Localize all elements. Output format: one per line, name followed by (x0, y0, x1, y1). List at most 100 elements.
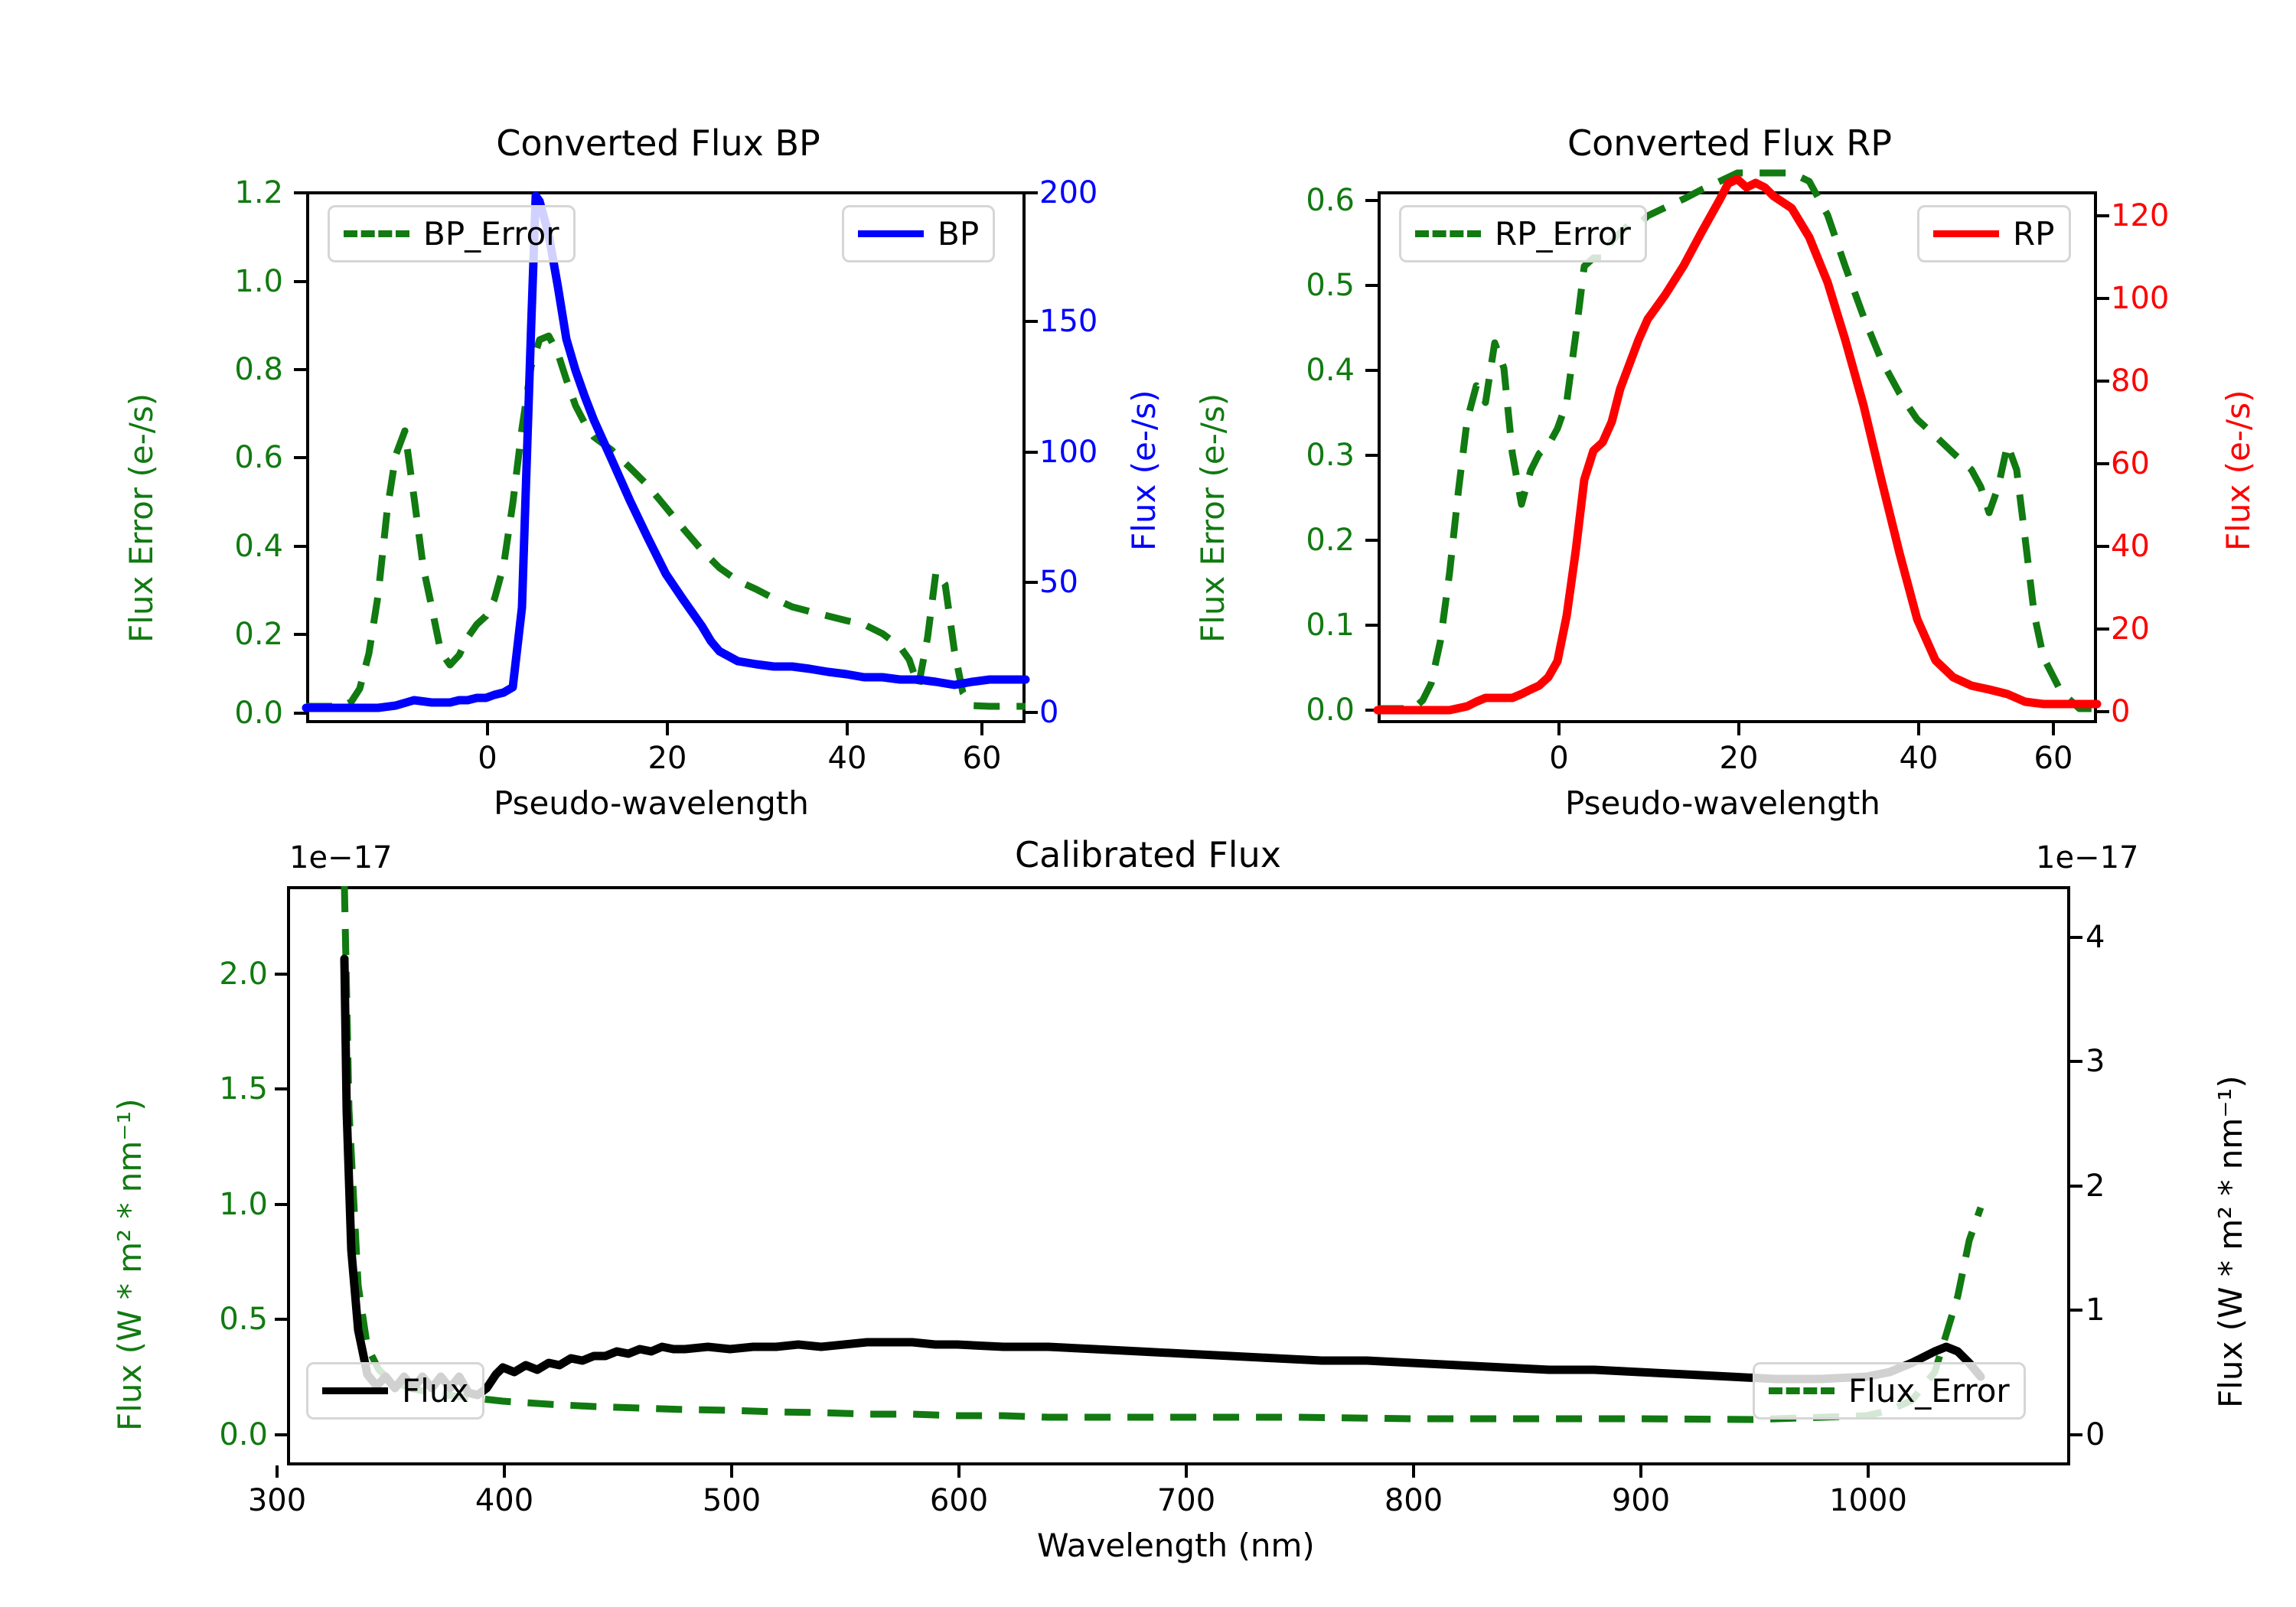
bp-ytick-mark-right (1026, 711, 1038, 714)
bp-ytick-mark-right (1026, 191, 1038, 194)
rp-error-curve (1378, 169, 2097, 712)
cal-ytick-left-0: 0.0 (219, 1417, 268, 1452)
rp-ytick-left-0: 0.0 (1306, 693, 1355, 728)
rp-xtick-3: 60 (2033, 741, 2073, 776)
bp-error-legend-swatch-icon (344, 230, 409, 237)
cal-ytick-right-2: 2 (2086, 1169, 2105, 1204)
bp-flux-legend-label: BP (938, 215, 980, 253)
cal-ytick-right-4: 4 (2086, 920, 2105, 955)
bp-xtick-1: 20 (647, 741, 687, 776)
rp-ytick-right-1: 20 (2111, 611, 2150, 647)
rp-xtick-2: 40 (1899, 741, 1939, 776)
rp-ytick-mark-left (1365, 709, 1378, 712)
bp-xtick-0: 0 (478, 741, 497, 776)
bp-ytick-mark-left (294, 456, 306, 459)
calibrated-legend-flux-error[interactable]: Flux_Error (1753, 1362, 2026, 1420)
flux-curve (340, 954, 1985, 1400)
flux-error-legend-label: Flux_Error (1848, 1372, 2010, 1410)
rp-error-legend-swatch-icon (1415, 230, 1481, 237)
rp-xtick-mark (2052, 723, 2055, 735)
rp-ytick-mark-left (1365, 454, 1378, 457)
cal-ytick-mark-left (275, 1087, 287, 1090)
cal-xtick-0: 300 (247, 1483, 307, 1518)
bp-curves (302, 191, 1030, 712)
bp-plot-title: Converted Flux BP (496, 122, 820, 164)
calibrated-legend-flux[interactable]: Flux (306, 1362, 485, 1420)
rp-flux-legend-label: RP (2013, 215, 2055, 253)
flux-legend-label: Flux (402, 1372, 469, 1410)
rp-ytick-mark-right (2097, 214, 2109, 217)
bp-ytick-mark-left (294, 545, 306, 548)
flux-error-curve (341, 885, 1985, 1423)
bp-ytick-right-1: 50 (1039, 565, 1078, 600)
bp-ytick-left-4: 0.8 (234, 352, 283, 387)
bp-ytick-mark-right (1026, 581, 1038, 584)
rp-flux-curve (1373, 174, 2102, 715)
rp-flux-legend-swatch-icon (1933, 230, 1999, 237)
rp-xtick-mark (1737, 723, 1740, 735)
cal-xtick-7: 1000 (1829, 1483, 1907, 1518)
bp-xtick-mark (486, 723, 489, 735)
bp-flux-legend-swatch-icon (858, 230, 924, 237)
bp-axes-frame (306, 191, 1026, 723)
calibrated-curves (340, 885, 1985, 1423)
bp-ytick-left-5: 1.0 (234, 264, 283, 299)
cal-xtick-mark (957, 1465, 960, 1478)
bp-ytick-left-3: 0.6 (234, 440, 283, 475)
bp-xtick-mark (980, 723, 983, 735)
rp-ytick-right-3: 60 (2111, 446, 2150, 481)
rp-ytick-mark-left (1365, 624, 1378, 627)
flux-legend-swatch-icon (322, 1387, 388, 1394)
panel-converted-flux-rp: Converted Flux RP 0.6 0.5 0.4 0.3 0.2 0.… (1148, 0, 2296, 826)
rp-ytick-mark-right (2097, 627, 2109, 631)
flux-error-legend-swatch-icon (1769, 1387, 1835, 1394)
rp-ytick-mark-right (2097, 462, 2109, 465)
cal-ytick-mark-right (2070, 1185, 2082, 1188)
rp-ytick-mark-left (1365, 539, 1378, 542)
cal-xtick-mark (1867, 1465, 1870, 1478)
bp-ytick-mark-left (294, 191, 306, 194)
calibrated-left-exponent: 1e−17 (289, 840, 393, 875)
calibrated-right-exponent: 1e−17 (2036, 840, 2139, 875)
cal-xtick-mark (1185, 1465, 1188, 1478)
rp-xaxis-label: Pseudo-wavelength (1565, 784, 1880, 822)
rp-ytick-mark-left (1365, 199, 1378, 202)
cal-ytick-mark-left (275, 1318, 287, 1321)
bp-ytick-right-0: 0 (1039, 695, 1059, 730)
cal-xtick-mark (503, 1465, 506, 1478)
rp-curves (1373, 169, 2102, 715)
panel-converted-flux-bp: Converted Flux BP 1.2 1.0 0.8 0.6 0.4 0.… (0, 0, 1163, 826)
bp-ytick-right-2: 100 (1039, 435, 1098, 470)
rp-xtick-0: 0 (1549, 741, 1569, 776)
rp-ytick-right-2: 40 (2111, 529, 2150, 564)
rp-ytick-right-4: 80 (2111, 363, 2150, 399)
cal-ytick-left-3: 1.5 (219, 1071, 268, 1107)
cal-ytick-left-1: 0.5 (219, 1302, 268, 1337)
bp-legend-flux[interactable]: BP (842, 205, 996, 262)
rp-ytick-mark-left (1365, 369, 1378, 372)
bp-legend-error[interactable]: BP_Error (328, 205, 576, 262)
rp-ytick-left-4: 0.4 (1306, 353, 1355, 388)
rp-ytick-left-5: 0.5 (1306, 268, 1355, 303)
cal-xtick-1: 400 (475, 1483, 534, 1518)
cal-xtick-5: 800 (1384, 1483, 1443, 1518)
rp-error-legend-label: RP_Error (1495, 215, 1631, 253)
bp-xtick-mark (666, 723, 669, 735)
bp-xtick-3: 60 (962, 741, 1002, 776)
rp-axes-frame (1378, 191, 2097, 723)
rp-legend-error[interactable]: RP_Error (1399, 205, 1647, 262)
bp-xaxis-label: Pseudo-wavelength (494, 784, 809, 822)
rp-ytick-mark-right (2097, 545, 2109, 548)
bp-ytick-right-3: 150 (1039, 304, 1098, 339)
cal-xtick-mark (1412, 1465, 1415, 1478)
cal-ytick-mark-left (275, 973, 287, 976)
rp-legend-flux[interactable]: RP (1917, 205, 2071, 262)
bp-flux-curve (302, 191, 1030, 712)
rp-ytick-mark-right (2097, 380, 2109, 383)
cal-xtick-3: 600 (929, 1483, 989, 1518)
cal-xtick-mark (276, 1465, 279, 1478)
bp-xtick-2: 40 (827, 741, 867, 776)
bp-ytick-mark-left (294, 633, 306, 636)
cal-ytick-mark-left (275, 1203, 287, 1206)
